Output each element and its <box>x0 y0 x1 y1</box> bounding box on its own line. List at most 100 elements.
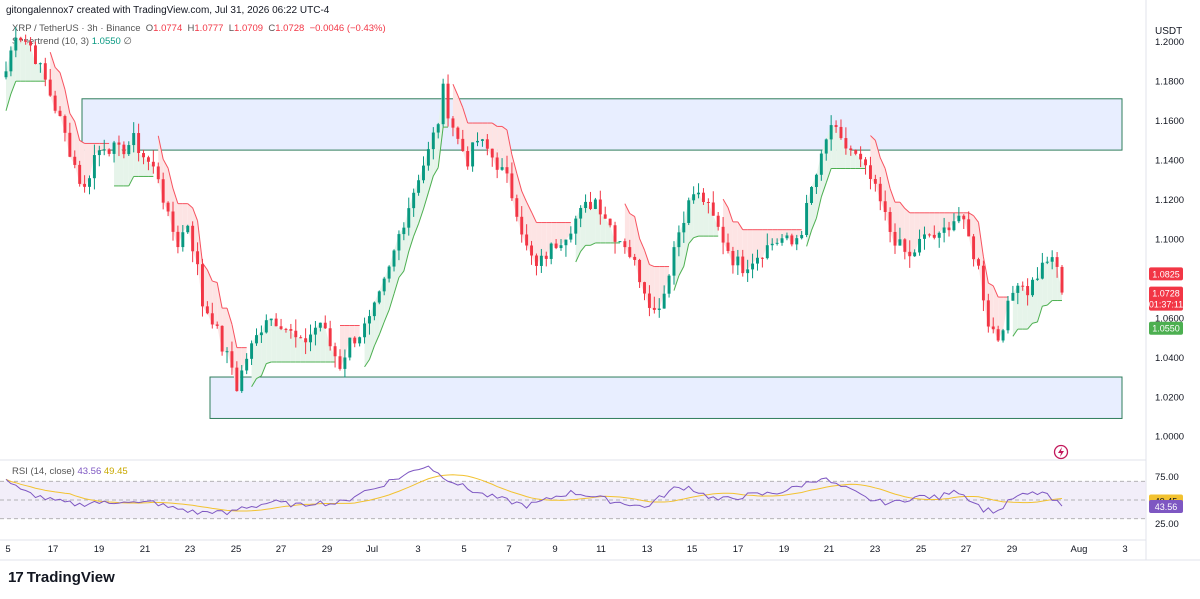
supertrend-fill <box>929 212 935 238</box>
supertrend-value: 1.0550 <box>91 36 121 47</box>
candle-body <box>947 227 951 231</box>
candle-body <box>392 250 396 267</box>
candle-body <box>279 326 283 329</box>
candle-body <box>952 221 956 231</box>
supertrend-line <box>722 198 729 208</box>
candle-body <box>810 187 813 203</box>
candle-body <box>721 226 725 243</box>
supertrend-fill <box>757 229 763 259</box>
candle-body <box>775 242 779 244</box>
time-tick-label: 9 <box>552 544 557 555</box>
supertrend-line <box>423 192 429 210</box>
candle-body <box>166 202 170 212</box>
supertrend-fill <box>590 199 596 246</box>
supertrend-fill <box>708 202 714 237</box>
candle-body <box>240 370 244 392</box>
candle-body <box>4 71 8 78</box>
candle-body <box>122 144 126 155</box>
candle-body <box>88 178 91 187</box>
supertrend-line <box>806 230 812 247</box>
rsi-value: 43.56 <box>77 466 102 477</box>
candle-body <box>554 243 558 249</box>
supertrend-line <box>457 95 464 108</box>
candle-body <box>520 216 524 235</box>
candle-body <box>859 153 863 160</box>
supertrend-line <box>889 188 896 203</box>
candle-body <box>908 251 912 257</box>
supertrend-line <box>629 213 635 217</box>
tradingview-logo-icon: 17 <box>8 569 24 586</box>
candle-body <box>461 138 465 152</box>
candle-body <box>819 153 823 175</box>
tradingview-logo[interactable]: 17 TradingView <box>8 569 115 586</box>
supertrend-line <box>1042 304 1048 307</box>
supertrend-line <box>162 159 169 169</box>
candle-body <box>476 140 479 143</box>
candle-body <box>387 266 391 279</box>
supertrend-line <box>413 223 420 237</box>
candle-body <box>490 148 494 158</box>
candle-body <box>873 178 877 184</box>
candle-body <box>235 367 239 392</box>
supertrend-fill <box>845 148 851 169</box>
supertrend-fill <box>330 346 336 363</box>
time-tick-label: 21 <box>140 544 151 555</box>
rsi-legend[interactable]: RSI (14, close) 43.56 49.45 <box>12 466 128 477</box>
supertrend-legend[interactable]: Supertrend (10, 3) 1.0550 ∅ <box>12 36 132 47</box>
supertrend-line <box>904 208 911 214</box>
supertrend-line <box>206 269 213 282</box>
candle-body <box>726 242 730 251</box>
tradingview-brand: TradingView <box>26 569 115 586</box>
symbol-legend[interactable]: XRP / TetherUS · 3h · Binance O1.0774 H1… <box>12 23 386 34</box>
candle-body <box>382 278 386 292</box>
supertrend-fill <box>565 222 571 240</box>
candle-body <box>97 150 101 156</box>
time-tick-label: 17 <box>48 544 59 555</box>
candle-body <box>456 127 460 139</box>
supertrend-line <box>870 135 876 141</box>
time-tick-label: 25 <box>916 544 927 555</box>
candle-body <box>191 225 195 252</box>
candle-body <box>986 300 990 327</box>
supertrend-fill <box>89 143 95 179</box>
candle-body <box>309 334 312 343</box>
candle-body <box>43 63 47 80</box>
candle-body <box>697 192 701 195</box>
supertrend-fill <box>477 123 483 141</box>
supertrend-line <box>74 121 81 141</box>
candle-body <box>436 124 440 133</box>
candle-body <box>196 251 200 265</box>
candle-body <box>127 145 131 155</box>
supertrend-fill <box>241 347 247 371</box>
candle-body <box>441 83 445 125</box>
supertrend-line <box>978 222 984 258</box>
price-badge-upper <box>1149 267 1183 281</box>
candle-body <box>525 234 529 246</box>
candle-body <box>348 337 352 358</box>
supertrend-fill <box>934 212 940 238</box>
resistance-zone <box>81 98 1123 151</box>
time-tick-label: 7 <box>506 544 511 555</box>
supertrend-line <box>982 256 989 284</box>
supertrend-line <box>172 188 179 204</box>
supertrend-fill <box>600 214 606 243</box>
supertrend-line <box>1012 328 1019 337</box>
candle-body <box>117 142 121 145</box>
candle-body <box>760 257 764 259</box>
candle-body <box>289 329 293 331</box>
candle-body <box>633 256 637 260</box>
price-tick-label: 1.1600 <box>1155 116 1184 127</box>
supertrend-fill <box>561 222 566 246</box>
supertrend-line <box>266 361 272 365</box>
lightning-icon[interactable] <box>1053 444 1069 460</box>
time-tick-label: 5 <box>461 544 466 555</box>
supertrend-line <box>874 140 881 158</box>
candle-body <box>1031 279 1034 296</box>
candle-body <box>618 241 622 243</box>
price-tick-label: 1.2000 <box>1155 37 1184 48</box>
time-tick-label: 19 <box>779 544 790 555</box>
supertrend-line <box>364 359 370 368</box>
candle-body <box>888 211 892 232</box>
price-badge-upper-text: 1.0825 <box>1152 269 1180 279</box>
